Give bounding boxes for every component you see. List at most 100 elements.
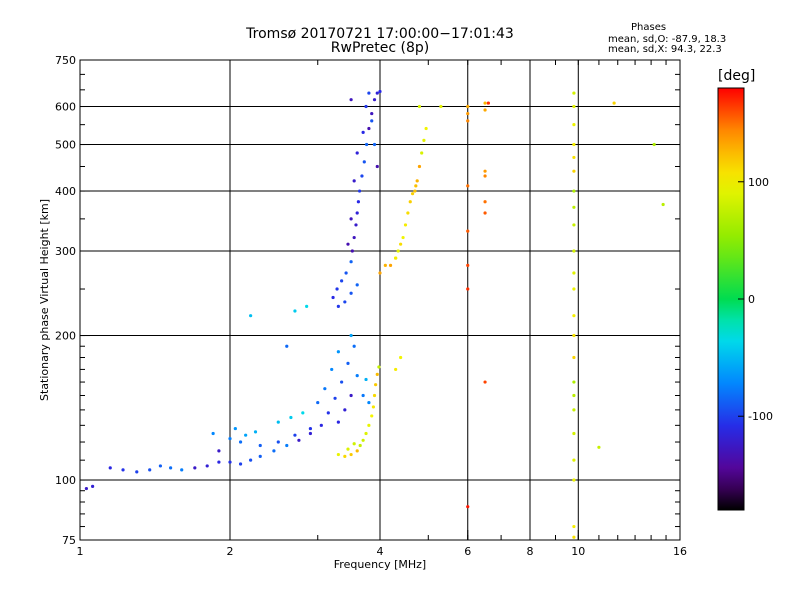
x-tick-label: 6 bbox=[464, 545, 471, 558]
data-point bbox=[466, 505, 470, 509]
data-point bbox=[403, 223, 408, 227]
data-point bbox=[244, 433, 248, 437]
colorbar-tick-label: 0 bbox=[748, 293, 755, 306]
data-point bbox=[408, 200, 412, 204]
chart-title-line2: RwPretec (8p) bbox=[330, 40, 430, 56]
x-tick-label: 1 bbox=[77, 545, 84, 558]
data-point bbox=[572, 155, 576, 160]
data-point bbox=[340, 380, 344, 384]
data-point bbox=[217, 449, 221, 453]
data-point bbox=[483, 169, 487, 173]
x-tick-label: 4 bbox=[377, 545, 384, 558]
x-tick-label: 16 bbox=[673, 545, 687, 558]
y-tick-label: 400 bbox=[55, 185, 76, 198]
data-point bbox=[483, 200, 487, 204]
data-point bbox=[289, 415, 293, 420]
data-point bbox=[355, 283, 359, 287]
data-point bbox=[355, 151, 359, 155]
data-point bbox=[370, 414, 374, 418]
phases-heading: Phases bbox=[631, 22, 667, 33]
data-point bbox=[364, 377, 368, 382]
data-point bbox=[272, 449, 276, 453]
data-point bbox=[572, 205, 576, 209]
data-point bbox=[352, 179, 356, 183]
data-point bbox=[572, 333, 576, 338]
y-tick-label: 600 bbox=[55, 101, 76, 114]
data-point bbox=[336, 452, 340, 457]
data-point bbox=[361, 438, 365, 442]
data-point bbox=[401, 235, 405, 240]
data-point bbox=[466, 263, 470, 267]
data-point bbox=[420, 151, 424, 155]
data-point bbox=[361, 393, 365, 398]
y-tick-label: 75 bbox=[62, 534, 76, 547]
data-point bbox=[238, 440, 243, 444]
data-point bbox=[293, 433, 297, 437]
data-point bbox=[331, 295, 335, 300]
data-point bbox=[333, 396, 337, 400]
data-point bbox=[572, 478, 576, 482]
data-point bbox=[346, 447, 350, 451]
data-point bbox=[378, 271, 382, 275]
data-point bbox=[148, 468, 152, 472]
data-point bbox=[293, 309, 297, 313]
data-point bbox=[344, 271, 348, 275]
data-point bbox=[258, 443, 262, 448]
data-point bbox=[483, 101, 487, 105]
y-tick-label: 200 bbox=[55, 330, 76, 343]
data-point bbox=[360, 174, 364, 178]
phases-x-label: mean, sd,X: bbox=[608, 44, 668, 55]
data-point bbox=[308, 426, 313, 431]
y-tick-label: 500 bbox=[55, 139, 76, 152]
data-point bbox=[415, 179, 419, 183]
data-point bbox=[349, 260, 353, 264]
data-point bbox=[572, 249, 576, 253]
data-point bbox=[301, 411, 305, 415]
data-point bbox=[483, 380, 487, 384]
data-point bbox=[572, 189, 576, 193]
data-point bbox=[346, 242, 350, 246]
data-point bbox=[91, 484, 95, 488]
data-point bbox=[572, 355, 576, 360]
data-point bbox=[355, 449, 359, 453]
data-point bbox=[319, 423, 323, 427]
data-point bbox=[417, 164, 422, 169]
data-point bbox=[367, 91, 371, 95]
data-point bbox=[572, 169, 576, 173]
data-point bbox=[367, 126, 371, 131]
data-point bbox=[414, 184, 418, 188]
data-point bbox=[346, 361, 350, 365]
data-point bbox=[308, 431, 313, 436]
data-point bbox=[370, 111, 374, 116]
data-point bbox=[394, 367, 398, 372]
data-point bbox=[349, 452, 353, 457]
data-point bbox=[352, 344, 356, 348]
data-point bbox=[180, 468, 184, 472]
data-point bbox=[135, 470, 139, 474]
data-point bbox=[193, 466, 197, 470]
data-point bbox=[352, 235, 356, 240]
data-point bbox=[258, 454, 262, 459]
data-point bbox=[652, 142, 656, 147]
data-point bbox=[374, 383, 378, 387]
data-point bbox=[336, 350, 340, 354]
data-point bbox=[597, 445, 601, 449]
data-point bbox=[372, 142, 377, 147]
data-point bbox=[362, 160, 366, 164]
data-point bbox=[399, 242, 403, 246]
data-point bbox=[483, 174, 487, 178]
data-point bbox=[572, 314, 576, 318]
x-tick-label: 2 bbox=[227, 545, 234, 558]
data-point bbox=[285, 344, 289, 348]
x-axis-label: Frequency [MHz] bbox=[334, 558, 426, 571]
data-point bbox=[572, 458, 576, 462]
colorbar-tick-label: -100 bbox=[748, 410, 773, 423]
data-point bbox=[336, 304, 340, 309]
data-point bbox=[238, 462, 243, 466]
data-point bbox=[572, 380, 576, 384]
data-point bbox=[343, 408, 347, 412]
phases-o-values: -87.9, 18.3 bbox=[671, 34, 727, 45]
data-point bbox=[466, 111, 470, 116]
data-point bbox=[323, 387, 327, 391]
data-point bbox=[350, 249, 354, 253]
